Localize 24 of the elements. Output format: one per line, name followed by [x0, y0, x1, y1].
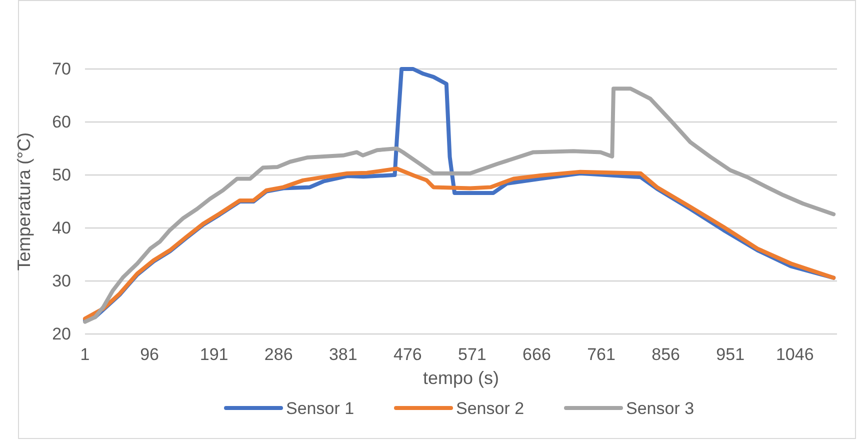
x-tick-label: 571: [458, 345, 486, 364]
legend-label: Sensor 1: [286, 399, 354, 418]
legend-label: Sensor 2: [456, 399, 524, 418]
x-tick-label: 286: [264, 345, 293, 364]
x-tick-label: 476: [393, 345, 422, 364]
y-tick-label: 20: [52, 324, 71, 344]
y-tick-label: 30: [52, 271, 71, 290]
x-tick-label: 96: [140, 345, 159, 364]
line-series: [83, 166, 836, 321]
x-tick-label: 856: [652, 345, 680, 364]
y-tick-label: 70: [52, 59, 71, 78]
legend-label: Sensor 3: [626, 399, 694, 418]
y-tick-label: 40: [52, 218, 71, 238]
x-axis-title: tempo (s): [422, 368, 500, 388]
x-tick-label: 951: [716, 345, 745, 364]
x-tick-label: 381: [328, 345, 358, 364]
x-tick-label: 666: [522, 345, 551, 364]
y-axis-title: Temperatura (°C): [14, 132, 34, 271]
x-tick-label: 191: [200, 345, 228, 364]
x-tick-label: 761: [587, 345, 616, 364]
x-tick-label: 1: [80, 345, 90, 364]
y-tick-label: 50: [52, 165, 71, 184]
y-tick-label: 60: [52, 112, 71, 132]
x-tick-label: 1046: [776, 345, 814, 364]
